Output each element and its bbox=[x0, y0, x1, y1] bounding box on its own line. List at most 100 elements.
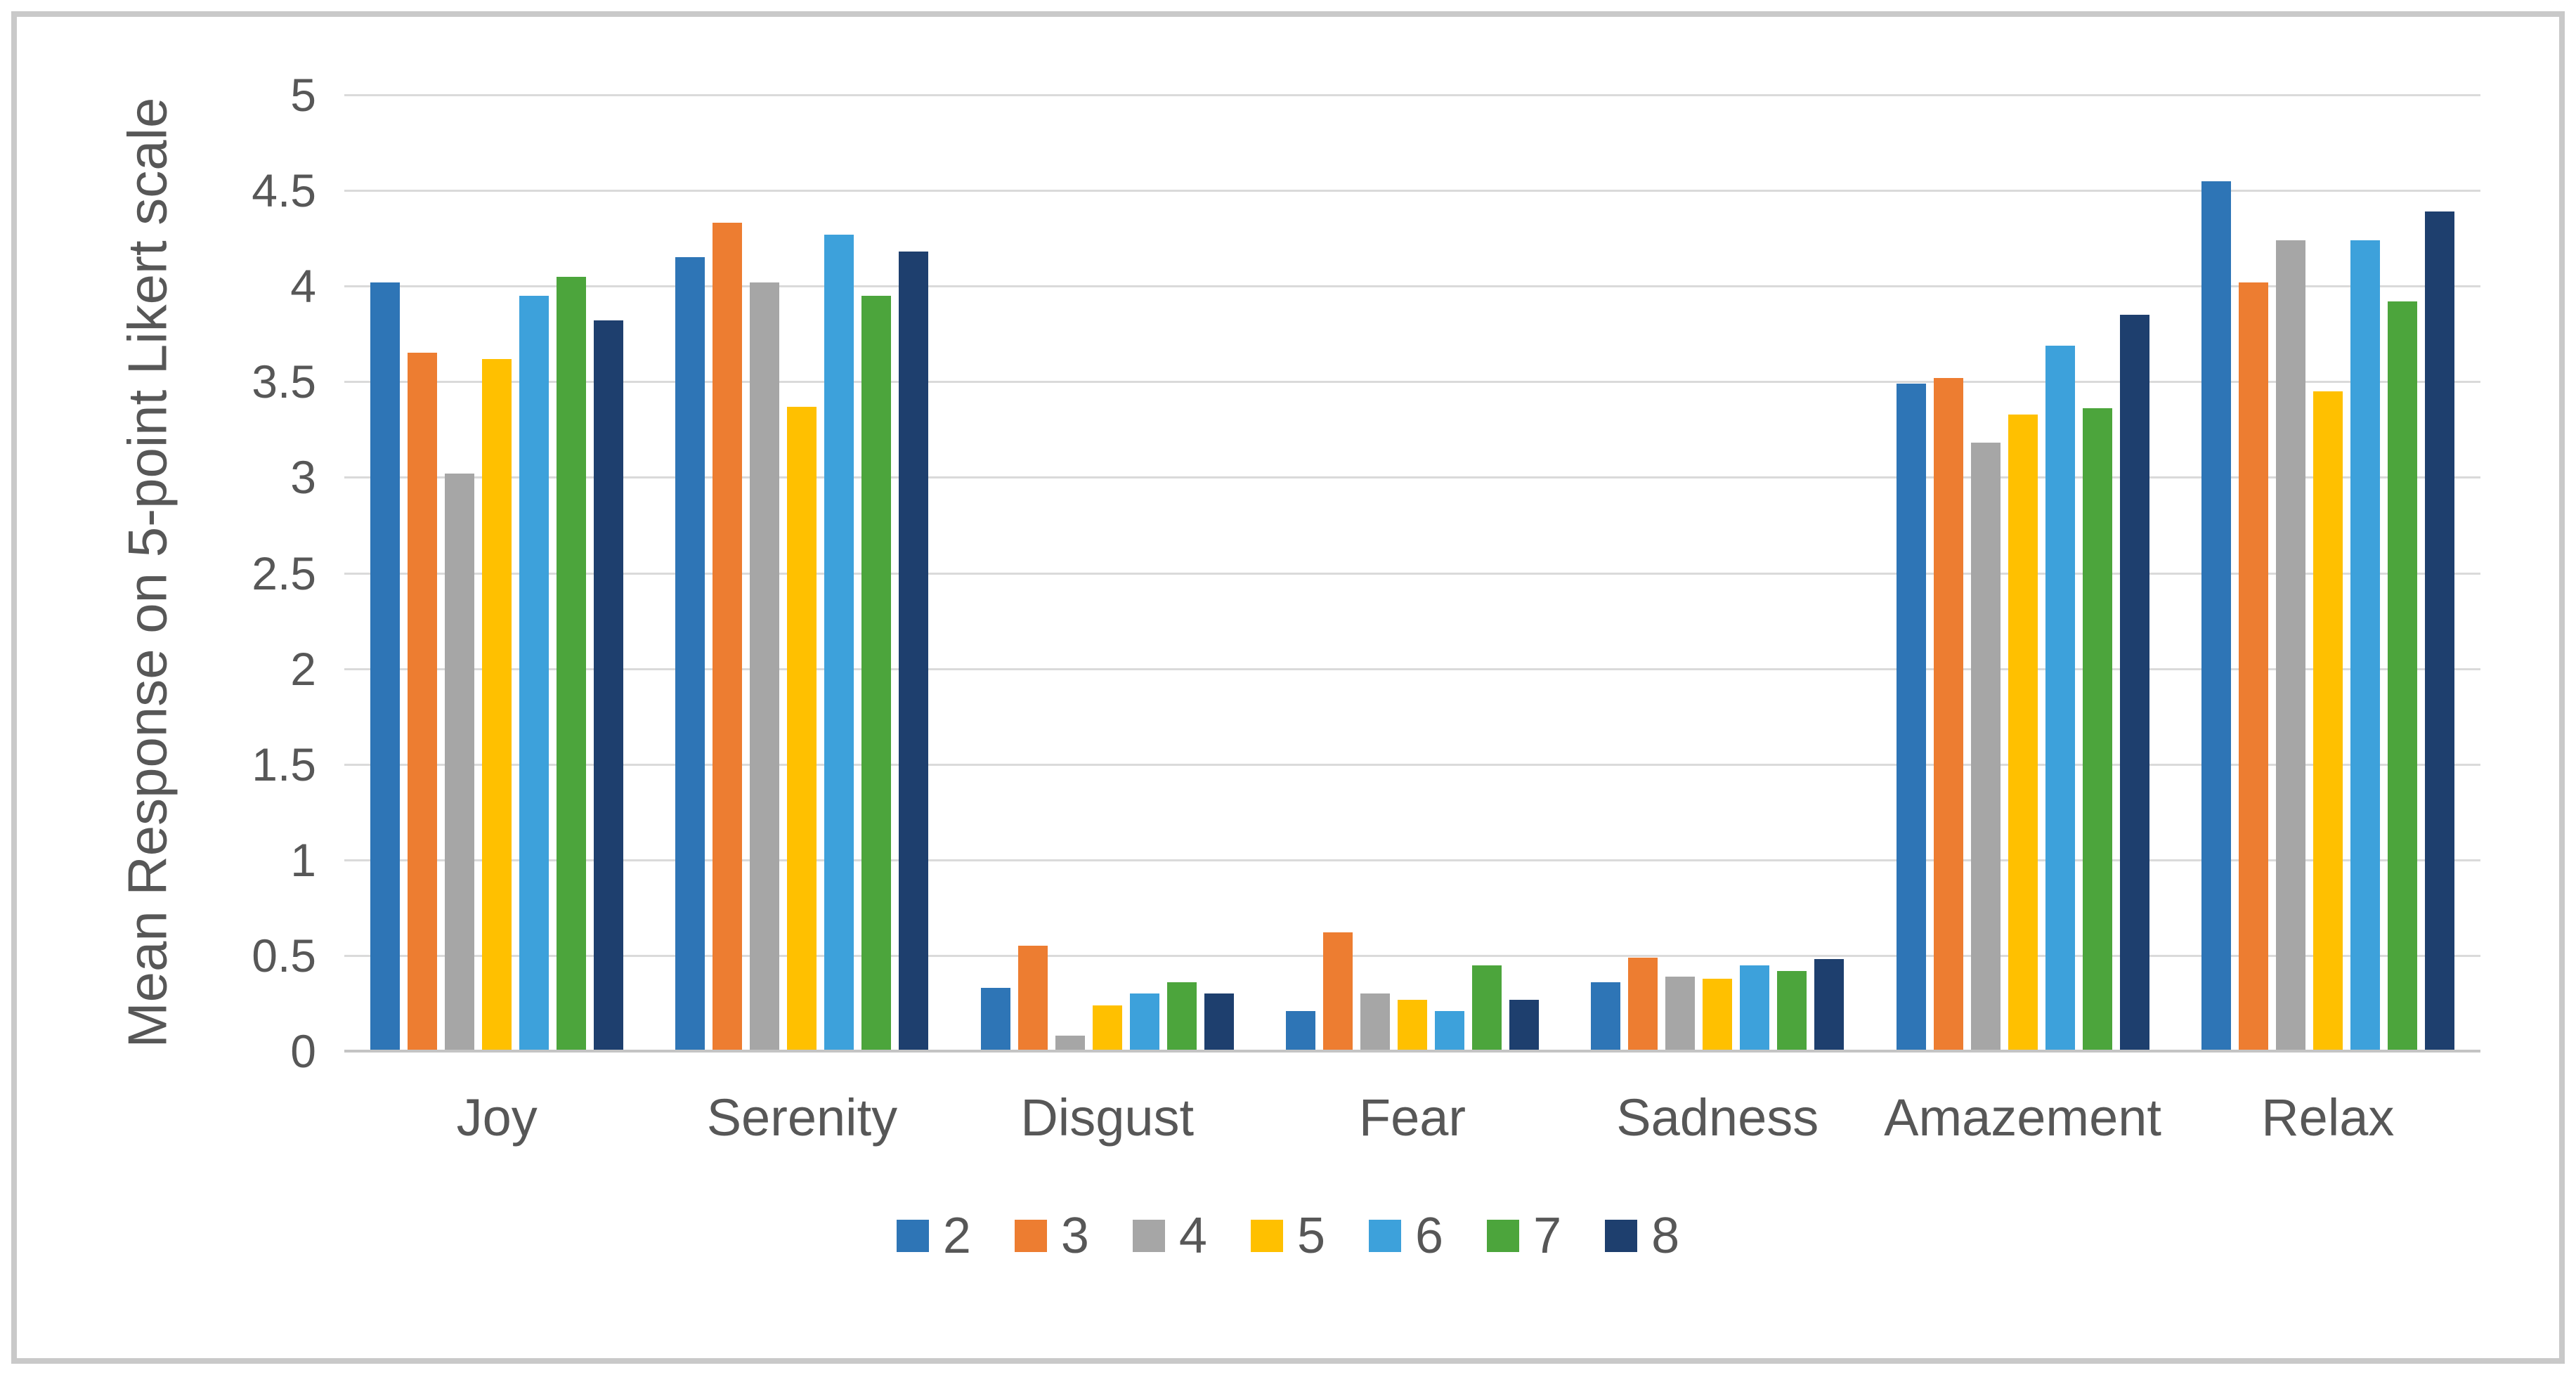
legend-item-6: 6 bbox=[1369, 1207, 1443, 1265]
legend-swatch-5 bbox=[1250, 1220, 1283, 1252]
bar-group-serenity bbox=[649, 95, 954, 1051]
legend: 2 3 4 5 6 7 8 bbox=[0, 1207, 2576, 1265]
bar-serenity-series-6 bbox=[824, 234, 854, 1051]
legend-item-5: 5 bbox=[1250, 1207, 1326, 1265]
bar-joy-series-4 bbox=[445, 473, 475, 1051]
y-tick-label-1.5: 1.5 bbox=[252, 738, 316, 790]
bar-relax-series-8 bbox=[2424, 211, 2454, 1051]
legend-label-4: 4 bbox=[1178, 1208, 1207, 1264]
bar-sadness-series-2 bbox=[1591, 982, 1621, 1051]
bar-serenity-series-3 bbox=[713, 223, 743, 1051]
legend-item-2: 2 bbox=[896, 1207, 971, 1265]
bar-relax-series-7 bbox=[2387, 301, 2417, 1051]
bar-serenity-series-7 bbox=[861, 295, 892, 1051]
x-category-label-serenity: Serenity bbox=[706, 1088, 898, 1147]
y-tick-label-3.5: 3.5 bbox=[252, 356, 316, 408]
bar-sadness-series-5 bbox=[1703, 978, 1733, 1051]
legend-swatch-8 bbox=[1605, 1220, 1638, 1252]
bar-joy-series-6 bbox=[519, 295, 549, 1051]
bar-fear-series-8 bbox=[1509, 999, 1539, 1051]
legend-item-4: 4 bbox=[1132, 1207, 1207, 1265]
bar-joy-series-7 bbox=[557, 276, 587, 1051]
bar-amazement-series-3 bbox=[1933, 377, 1963, 1051]
bar-relax-series-6 bbox=[2350, 240, 2380, 1051]
legend-swatch-2 bbox=[896, 1220, 929, 1252]
legend-label-5: 5 bbox=[1296, 1208, 1326, 1264]
gridline-4 bbox=[344, 285, 2480, 288]
plot-area bbox=[344, 94, 2480, 1053]
bar-fear-series-4 bbox=[1360, 993, 1390, 1051]
legend-swatch-3 bbox=[1014, 1220, 1047, 1252]
gridline-2.5 bbox=[344, 572, 2480, 575]
bar-joy-series-5 bbox=[482, 358, 512, 1051]
legend-label-7: 7 bbox=[1533, 1208, 1562, 1264]
bar-group-relax bbox=[2175, 95, 2480, 1051]
x-category-label-sadness: Sadness bbox=[1616, 1088, 1819, 1147]
bar-sadness-series-7 bbox=[1777, 970, 1807, 1051]
x-category-label-fear: Fear bbox=[1358, 1088, 1466, 1147]
bar-amazement-series-2 bbox=[1896, 384, 1926, 1051]
legend-label-8: 8 bbox=[1651, 1208, 1680, 1264]
bar-disgust-series-2 bbox=[980, 988, 1010, 1051]
gridline-4.5 bbox=[344, 190, 2480, 193]
bar-joy-series-2 bbox=[370, 282, 401, 1051]
gridline-0 bbox=[344, 1050, 2480, 1053]
bar-disgust-series-5 bbox=[1092, 1005, 1122, 1051]
x-category-label-joy: Joy bbox=[456, 1088, 538, 1147]
bar-relax-series-4 bbox=[2275, 240, 2305, 1051]
bar-fear-series-2 bbox=[1285, 1010, 1315, 1051]
legend-swatch-6 bbox=[1369, 1220, 1402, 1252]
bar-joy-series-8 bbox=[594, 320, 624, 1051]
y-tick-label-5: 5 bbox=[290, 69, 316, 121]
y-tick-label-0.5: 0.5 bbox=[252, 929, 316, 982]
legend-item-8: 8 bbox=[1605, 1207, 1679, 1265]
bar-amazement-series-7 bbox=[2082, 408, 2112, 1051]
y-tick-label-1: 1 bbox=[290, 833, 316, 886]
legend-swatch-7 bbox=[1487, 1220, 1520, 1252]
bar-amazement-series-6 bbox=[2045, 345, 2075, 1051]
gridline-3.5 bbox=[344, 381, 2480, 384]
bar-amazement-series-5 bbox=[2008, 414, 2038, 1051]
gridline-2 bbox=[344, 667, 2480, 670]
bar-serenity-series-4 bbox=[750, 282, 780, 1051]
x-category-label-relax: Relax bbox=[2261, 1088, 2395, 1147]
bar-group-sadness bbox=[1565, 95, 1870, 1051]
bar-joy-series-3 bbox=[408, 353, 438, 1051]
x-category-label-amazement: Amazement bbox=[1884, 1088, 2161, 1147]
y-axis: 0 0.5 1 1.5 2 2.5 3 3.5 4 4.5 5 bbox=[98, 72, 316, 1074]
bar-group-joy bbox=[344, 95, 649, 1051]
y-tick-label-4: 4 bbox=[290, 260, 316, 313]
bar-sadness-series-3 bbox=[1628, 957, 1658, 1051]
legend-label-3: 3 bbox=[1060, 1208, 1089, 1264]
bar-amazement-series-8 bbox=[2119, 315, 2149, 1051]
bar-fear-series-7 bbox=[1471, 965, 1502, 1051]
bar-sadness-series-8 bbox=[1814, 959, 1845, 1051]
bar-relax-series-3 bbox=[2238, 282, 2268, 1051]
legend-label-2: 2 bbox=[942, 1208, 971, 1264]
gridline-3 bbox=[344, 476, 2480, 479]
bar-disgust-series-4 bbox=[1055, 1036, 1085, 1051]
bar-relax-series-2 bbox=[2201, 181, 2231, 1051]
bar-group-disgust bbox=[955, 95, 1260, 1051]
bar-disgust-series-7 bbox=[1166, 982, 1197, 1051]
y-tick-label-4.5: 4.5 bbox=[252, 164, 316, 217]
bar-fear-series-3 bbox=[1322, 932, 1353, 1051]
legend-label-6: 6 bbox=[1415, 1208, 1444, 1264]
bar-group-fear bbox=[1260, 95, 1565, 1051]
bar-serenity-series-5 bbox=[787, 406, 817, 1051]
bar-amazement-series-4 bbox=[1970, 443, 2001, 1051]
bar-fear-series-5 bbox=[1397, 999, 1427, 1051]
legend-swatch-4 bbox=[1132, 1220, 1165, 1252]
y-tick-label-3: 3 bbox=[290, 451, 316, 504]
bar-disgust-series-3 bbox=[1017, 946, 1048, 1051]
legend-item-3: 3 bbox=[1014, 1207, 1089, 1265]
x-axis-category-labels: Joy Serenity Disgust Fear Sadness Amazement Re… bbox=[344, 1088, 2480, 1147]
bar-disgust-series-6 bbox=[1129, 993, 1159, 1051]
bar-serenity-series-8 bbox=[899, 252, 929, 1051]
y-tick-label-2.5: 2.5 bbox=[252, 547, 316, 599]
y-tick-label-0: 0 bbox=[290, 1025, 316, 1077]
bar-sadness-series-6 bbox=[1740, 965, 1770, 1051]
gridline-1 bbox=[344, 859, 2480, 861]
bar-serenity-series-2 bbox=[675, 257, 705, 1051]
